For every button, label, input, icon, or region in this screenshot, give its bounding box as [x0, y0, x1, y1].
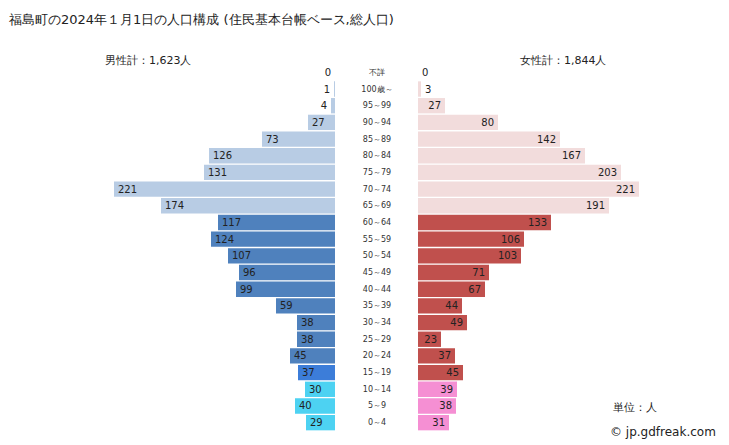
svg-text:23: 23	[424, 334, 437, 345]
svg-text:73: 73	[266, 134, 279, 145]
svg-text:5～9: 5～9	[368, 401, 386, 410]
svg-text:50～54: 50～54	[363, 251, 391, 260]
svg-text:40: 40	[299, 400, 312, 411]
svg-text:38: 38	[439, 400, 452, 411]
svg-text:30～34: 30～34	[363, 318, 391, 327]
svg-text:167: 167	[562, 150, 581, 161]
svg-text:20～24: 20～24	[363, 351, 391, 360]
svg-text:10～14: 10～14	[363, 385, 391, 394]
svg-text:37: 37	[438, 350, 451, 361]
svg-text:27: 27	[428, 100, 441, 111]
svg-text:85～89: 85～89	[363, 135, 391, 144]
svg-text:44: 44	[445, 300, 458, 311]
svg-text:80: 80	[481, 117, 494, 128]
svg-text:106: 106	[501, 234, 520, 245]
svg-text:55～59: 55～59	[363, 235, 391, 244]
svg-text:© jp.gdfreak.com: © jp.gdfreak.com	[610, 425, 716, 439]
svg-text:75～79: 75～79	[363, 168, 391, 177]
svg-text:95～99: 95～99	[363, 101, 391, 110]
svg-text:3: 3	[425, 84, 431, 95]
svg-text:221: 221	[616, 184, 635, 195]
svg-text:103: 103	[498, 250, 517, 261]
svg-text:15～19: 15～19	[363, 368, 391, 377]
svg-text:131: 131	[208, 167, 227, 178]
svg-text:174: 174	[165, 200, 184, 211]
svg-text:80～84: 80～84	[363, 151, 391, 160]
svg-text:221: 221	[118, 184, 137, 195]
svg-text:38: 38	[301, 334, 314, 345]
svg-text:67: 67	[468, 284, 481, 295]
svg-text:65～69: 65～69	[363, 201, 391, 210]
svg-text:191: 191	[586, 200, 605, 211]
svg-text:99: 99	[240, 284, 253, 295]
svg-text:90～94: 90～94	[363, 118, 391, 127]
svg-text:38: 38	[301, 317, 314, 328]
svg-text:142: 142	[537, 134, 556, 145]
svg-text:女性計：1,844人: 女性計：1,844人	[520, 54, 607, 67]
svg-text:133: 133	[528, 217, 547, 228]
svg-text:39: 39	[440, 384, 453, 395]
svg-text:40～44: 40～44	[363, 285, 391, 294]
svg-text:25～29: 25～29	[363, 335, 391, 344]
svg-text:59: 59	[280, 300, 293, 311]
svg-text:福島町の2024年１月1日の人口構成 (住民基本台帳ベース,: 福島町の2024年１月1日の人口構成 (住民基本台帳ベース,総人口)	[9, 12, 394, 27]
svg-text:45: 45	[446, 367, 459, 378]
svg-text:96: 96	[243, 267, 256, 278]
svg-text:60～64: 60～64	[363, 218, 391, 227]
svg-text:37: 37	[302, 367, 315, 378]
svg-text:1: 1	[324, 84, 330, 95]
svg-text:0: 0	[422, 67, 428, 78]
svg-text:124: 124	[215, 234, 234, 245]
svg-text:49: 49	[450, 317, 463, 328]
svg-text:4: 4	[321, 100, 327, 111]
svg-text:0～4: 0～4	[368, 418, 386, 427]
svg-text:70～74: 70～74	[363, 185, 391, 194]
svg-text:27: 27	[312, 117, 325, 128]
svg-text:45～49: 45～49	[363, 268, 391, 277]
svg-text:126: 126	[213, 150, 232, 161]
svg-text:不詳: 不詳	[369, 68, 385, 77]
svg-text:35～39: 35～39	[363, 301, 391, 310]
svg-text:31: 31	[432, 417, 445, 428]
svg-text:71: 71	[472, 267, 485, 278]
svg-text:100歳～: 100歳～	[361, 85, 392, 94]
svg-text:107: 107	[232, 250, 251, 261]
svg-text:45: 45	[294, 350, 307, 361]
svg-text:30: 30	[309, 384, 322, 395]
svg-text:0: 0	[325, 67, 331, 78]
svg-text:29: 29	[310, 417, 323, 428]
svg-text:単位：人: 単位：人	[613, 401, 657, 414]
svg-text:117: 117	[222, 217, 241, 228]
svg-text:203: 203	[598, 167, 617, 178]
svg-text:男性計：1,623人: 男性計：1,623人	[105, 54, 192, 67]
